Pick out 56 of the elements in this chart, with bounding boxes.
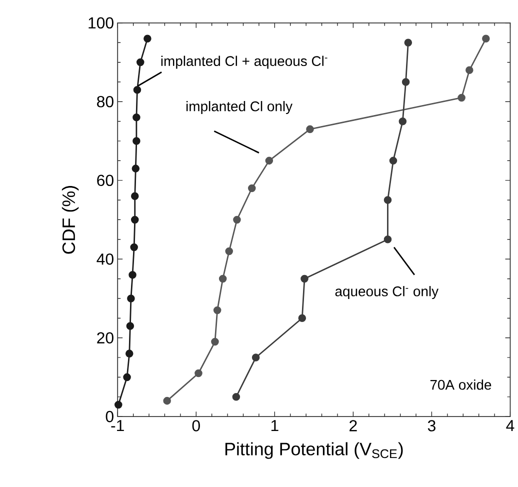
point (125, 350, 134, 358)
x-tick-label: 3 (428, 420, 436, 432)
point (130, 243, 138, 252)
x-tick-label: 1 (271, 420, 278, 431)
series-label: implanted Cl only (186, 100, 293, 114)
annotation: 70A oxide (430, 379, 492, 390)
y-tick-label: 60 (97, 174, 114, 186)
point (458, 94, 466, 102)
point (402, 78, 410, 86)
point (130, 192, 139, 200)
y-tick-label: 0 (106, 410, 114, 422)
point (132, 136, 140, 145)
point (466, 66, 474, 74)
point (123, 373, 131, 381)
point (127, 294, 135, 302)
point (306, 125, 314, 133)
y-tick-label: 80 (97, 96, 114, 108)
x-tick-label: -1 (111, 420, 124, 431)
point (232, 392, 240, 401)
point (128, 270, 136, 279)
x-tick-label: 4 (506, 420, 514, 431)
y-tick-label: 100 (88, 17, 114, 28)
y-axis-title: CDF (%) (62, 186, 79, 254)
point (132, 164, 140, 172)
point (265, 156, 274, 164)
point (163, 396, 171, 405)
y-tick-label: 20 (97, 332, 114, 344)
point (126, 322, 134, 330)
point (384, 235, 392, 244)
point (136, 58, 144, 66)
y-tick-label: 40 (96, 253, 114, 265)
point (213, 306, 222, 314)
point (300, 274, 308, 283)
point (194, 369, 202, 377)
point (252, 353, 260, 362)
point (114, 400, 122, 408)
series-label: implanted Cl + aqueous Cl$^{-}$ (161, 56, 328, 69)
point (389, 156, 398, 164)
point (218, 274, 227, 283)
point (482, 34, 490, 42)
point (298, 314, 306, 322)
series-label: aqueous Cl$^{-}$ only (335, 286, 439, 299)
point (225, 247, 233, 255)
point (248, 184, 256, 192)
x-axis-title: Pitting Potential (V$_{SCE}$) (225, 442, 403, 459)
point (133, 86, 142, 94)
point (211, 338, 219, 346)
point (132, 113, 140, 122)
x-tick-label: 0 (192, 420, 200, 432)
x-tick-label: 2 (350, 420, 357, 432)
point (404, 38, 412, 46)
point (384, 196, 392, 204)
point (130, 216, 139, 224)
point (144, 34, 152, 42)
point (233, 216, 241, 224)
point (398, 117, 407, 126)
